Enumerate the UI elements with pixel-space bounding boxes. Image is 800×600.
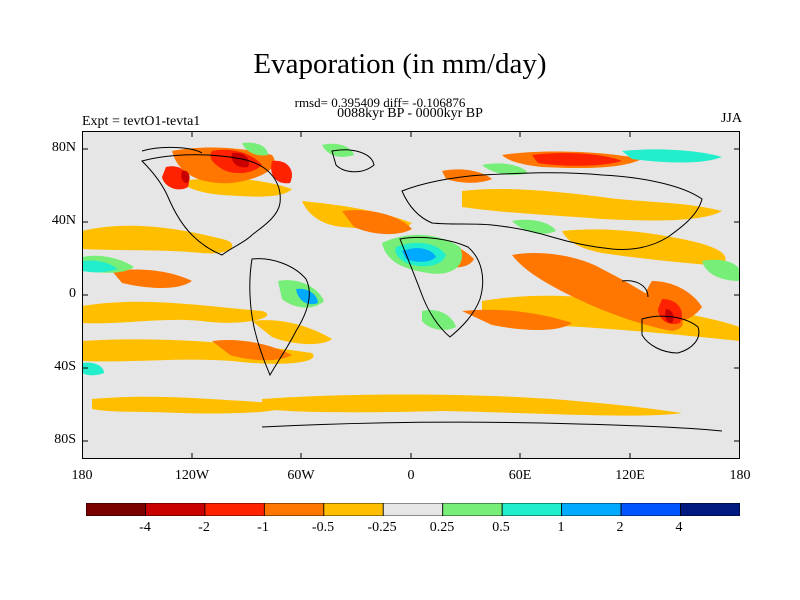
- colorbar-box: [204, 503, 265, 516]
- colorbar-label: -0.5: [311, 520, 335, 535]
- colorbar-label: 0.25: [429, 520, 455, 535]
- lon-tick-label: 0: [407, 468, 415, 483]
- map-title: Evaporation (in mm/day): [253, 48, 547, 80]
- lon-tick-label: 60W: [287, 468, 315, 483]
- colorbar-box: [263, 503, 325, 516]
- lon-tick-label: 180: [729, 468, 751, 483]
- lat-tick-label: 40N: [51, 213, 76, 228]
- evaporation-map: [82, 131, 740, 459]
- colorbar-label: -1: [257, 520, 269, 535]
- season-label: JJA: [720, 111, 742, 126]
- colorbar-box: [323, 503, 384, 516]
- lon-tick-label: 120W: [174, 468, 210, 483]
- statistics-line: rmsd= 0.395409 diff= -0.106876: [294, 95, 466, 110]
- lon-tick-label: 180: [71, 468, 93, 483]
- lat-tick-label: 0: [69, 286, 76, 301]
- period-line: 0088kyr BP - 0000kyr BP: [337, 106, 483, 121]
- anomaly-fields: [82, 142, 740, 416]
- colorbar-label: -4: [139, 520, 151, 535]
- colorbar-box: [86, 503, 146, 516]
- tick-marks: [82, 131, 740, 459]
- colorbar-label: 0.5: [492, 520, 510, 535]
- colorbar-box: [501, 503, 563, 516]
- colorbar: [86, 503, 740, 516]
- colorbar-label: 2: [616, 520, 624, 535]
- coastlines: [141, 146, 723, 432]
- lat-tick-label: 40S: [54, 359, 76, 374]
- colorbar-box: [680, 503, 740, 516]
- colorbar-label: -2: [198, 520, 210, 535]
- colorbar-label: -0.25: [367, 520, 397, 535]
- colorbar-box: [620, 503, 681, 516]
- lat-tick-label: 80N: [51, 140, 76, 155]
- colorbar-box: [561, 503, 622, 516]
- colorbar-label: 4: [675, 520, 683, 535]
- lon-tick-label: 60E: [508, 468, 532, 483]
- colorbar-box: [145, 503, 206, 516]
- lon-tick-label: 120E: [615, 468, 645, 483]
- colorbar-label: 1: [557, 520, 565, 535]
- colorbar-box: [442, 503, 503, 516]
- experiment-label: Expt = tevtO1-tevta1: [82, 114, 201, 129]
- colorbar-box: [382, 503, 444, 516]
- lat-tick-label: 80S: [54, 432, 76, 447]
